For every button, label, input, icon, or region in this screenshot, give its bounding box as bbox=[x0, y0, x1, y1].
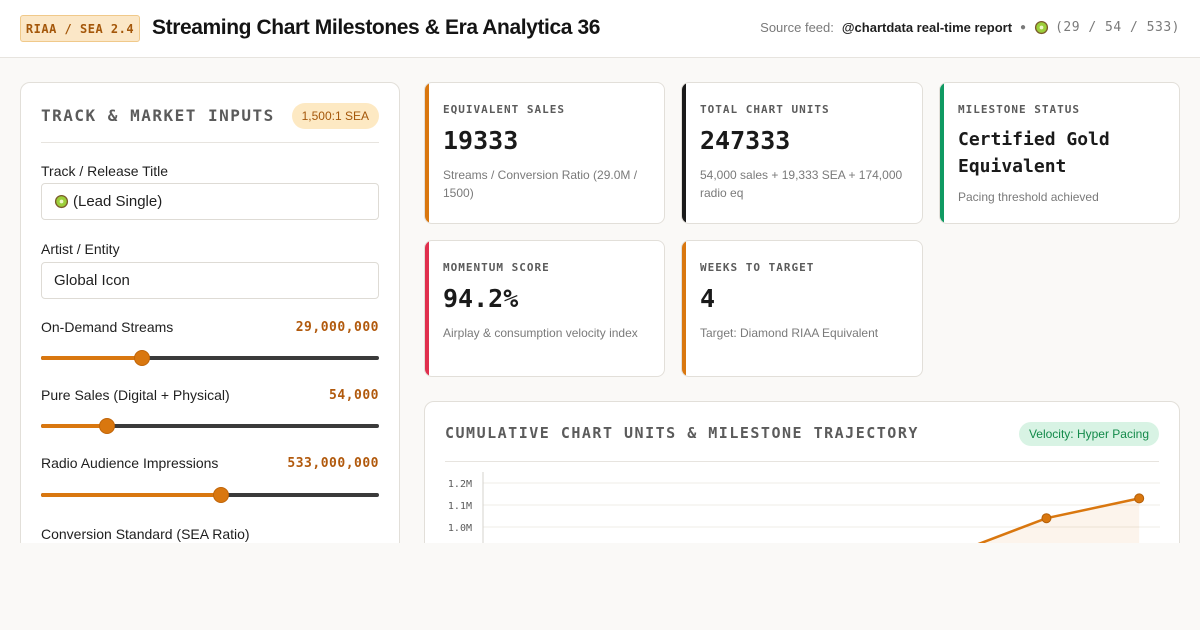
radio-slider-fill bbox=[41, 493, 222, 497]
card-label: WEEKS TO TARGET bbox=[700, 261, 815, 274]
card-subtext: Target: Diamond RIAA Equivalent bbox=[700, 326, 879, 340]
weeks-to-target-card: WEEKS TO TARGET 4 Target: Diamond RIAA E… bbox=[681, 240, 923, 377]
top-header: RIAA / SEA 2.4 Streaming Chart Milestone… bbox=[0, 0, 1200, 58]
chart-divider bbox=[445, 461, 1159, 462]
momentum-score-card: MOMENTUM SCORE 94.2% Airplay & consumpti… bbox=[424, 240, 665, 377]
y-tick-label: 1.2M bbox=[448, 479, 472, 490]
page-title: Streaming Chart Milestones & Era Analyti… bbox=[152, 16, 601, 39]
card-value: 94.2% bbox=[443, 284, 519, 313]
conversion-label: Conversion Standard (SEA Ratio) bbox=[41, 526, 250, 542]
artist-label: Artist / Entity bbox=[41, 241, 120, 257]
card-value: 247333 bbox=[700, 126, 791, 155]
radio-slider[interactable] bbox=[41, 487, 379, 503]
card-accent-bar bbox=[682, 241, 686, 376]
artist-input[interactable]: Global Icon bbox=[41, 262, 379, 299]
radio-value: 533,000,000 bbox=[287, 456, 379, 471]
card-subtext: Pacing threshold achieved bbox=[958, 190, 1099, 204]
inputs-panel-title: TRACK & MARKET INPUTS bbox=[41, 106, 275, 125]
card-accent-bar bbox=[425, 241, 429, 376]
card-subtext: 54,000 sales + 19,333 SEA + 174,000 radi… bbox=[700, 168, 903, 200]
radio-slider-thumb[interactable] bbox=[213, 487, 230, 503]
card-value: Certified Gold Equivalent bbox=[958, 129, 1110, 177]
streams-slider-fill bbox=[41, 356, 143, 360]
card-subtext: Airplay & consumption velocity index bbox=[443, 326, 638, 340]
track-title-input[interactable]: (Lead Single) bbox=[41, 183, 379, 220]
streams-label: On-Demand Streams bbox=[41, 319, 174, 335]
card-accent-bar bbox=[425, 83, 429, 223]
feed-label: Source feed: bbox=[760, 20, 834, 35]
card-label: TOTAL CHART UNITS bbox=[700, 103, 830, 116]
card-accent-bar bbox=[682, 83, 686, 223]
milestone-status-card: MILESTONE STATUS Certified Gold Equivale… bbox=[939, 82, 1180, 224]
ratio-badge: 1,500:1 SEA bbox=[291, 103, 379, 129]
card-label: MILESTONE STATUS bbox=[958, 103, 1080, 116]
chart-title: CUMULATIVE CHART UNITS & MILESTONE TRAJE… bbox=[445, 424, 919, 442]
version-tag: RIAA / SEA 2.4 bbox=[20, 15, 140, 42]
streams-slider-thumb[interactable] bbox=[134, 350, 151, 366]
data-point bbox=[1041, 513, 1052, 524]
sales-slider-thumb[interactable] bbox=[98, 418, 115, 434]
artist-value: Global Icon bbox=[54, 272, 130, 289]
card-subtext: Streams / Conversion Ratio (29.0M / 1500… bbox=[443, 168, 638, 200]
card-accent-bar bbox=[940, 83, 944, 223]
sales-slider-fill bbox=[41, 424, 107, 428]
card-value: 4 bbox=[700, 284, 716, 313]
card-label: MOMENTUM SCORE bbox=[443, 261, 550, 274]
viewport-cutoff bbox=[0, 543, 1200, 630]
data-point bbox=[1134, 493, 1145, 504]
card-value: 19333 bbox=[443, 126, 519, 155]
y-tick-label: 1.1M bbox=[448, 501, 472, 512]
streams-value: 29,000,000 bbox=[295, 320, 379, 335]
sales-slider[interactable] bbox=[41, 418, 379, 434]
feed-handle[interactable]: @chartdata real-time report bbox=[841, 20, 1013, 35]
radio-label: Radio Audience Impressions bbox=[41, 455, 219, 471]
kiwi-icon bbox=[1035, 20, 1049, 35]
track-title-label: Track / Release Title bbox=[41, 163, 169, 179]
inputs-panel: TRACK & MARKET INPUTS 1,500:1 SEA Track … bbox=[20, 82, 400, 552]
y-tick-label: 1.0M bbox=[448, 523, 472, 534]
sales-label: Pure Sales (Digital + Physical) bbox=[41, 387, 230, 403]
feed-stats: (29 / 54 / 533) bbox=[1055, 20, 1180, 35]
card-label: EQUIVALENT SALES bbox=[443, 103, 565, 116]
streams-slider[interactable] bbox=[41, 350, 379, 366]
source-feed: Source feed: @chartdata real-time report… bbox=[760, 20, 1180, 35]
kiwi-icon bbox=[54, 194, 69, 209]
velocity-badge: Velocity: Hyper Pacing bbox=[1018, 422, 1159, 446]
track-title-value: (Lead Single) bbox=[73, 193, 163, 210]
separator-dot: ● bbox=[1020, 22, 1027, 33]
sales-value: 54,000 bbox=[329, 388, 379, 403]
total-units-card: TOTAL CHART UNITS 247333 54,000 sales + … bbox=[681, 82, 923, 224]
inputs-panel-header: TRACK & MARKET INPUTS 1,500:1 SEA bbox=[41, 103, 379, 143]
equivalent-sales-card: EQUIVALENT SALES 19333 Streams / Convers… bbox=[424, 82, 665, 224]
